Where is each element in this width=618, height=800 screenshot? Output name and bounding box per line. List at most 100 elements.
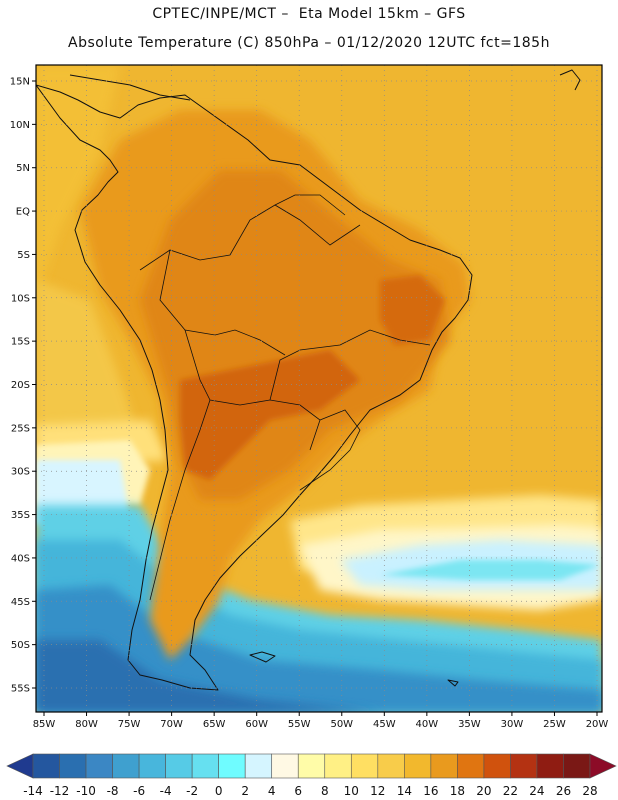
chart-title-line1: CPTEC/INPE/MCT – Eta Model 15km – GFS	[152, 6, 466, 22]
border-peru-bolivia-brazil	[159, 249, 286, 356]
colorbar-swatch	[191, 753, 219, 779]
lon-tick-label: 20W	[586, 719, 609, 730]
colorbar-arrow-right	[589, 753, 617, 779]
colorbar-label: -4	[160, 784, 172, 798]
colorbar-swatch	[32, 753, 60, 779]
lon-tick-label: 40W	[416, 719, 439, 730]
colorbar-swatch	[510, 753, 538, 779]
colorbar-swatch	[324, 753, 352, 779]
colorbar-swatch	[377, 753, 405, 779]
colorbar-swatch	[85, 753, 113, 779]
lon-tick-label: 60W	[245, 719, 268, 730]
border-guianas	[274, 194, 346, 216]
colorbar-label: -10	[76, 784, 96, 798]
border-chile-argentina	[149, 399, 211, 601]
border-layer	[139, 194, 431, 601]
colorbar-swatch	[138, 753, 166, 779]
colorbar-swatch	[483, 753, 511, 779]
lon-tick-label: 50W	[330, 719, 353, 730]
longitude-axis: 85W 80W 75W 70W 65W 60W 55W 50W 45W 40W 35W 30W 25W 2…	[33, 712, 609, 730]
colorbar-swatch	[165, 753, 193, 779]
lat-tick-label: 15S	[11, 337, 30, 348]
lat-tick-label: 45S	[11, 597, 30, 608]
lat-tick-label: 20S	[11, 380, 30, 391]
lon-tick-label: 80W	[75, 719, 98, 730]
colorbar-label: -8	[107, 784, 119, 798]
colorbar-label: 14	[397, 784, 412, 798]
band-deep-cold	[36, 640, 380, 712]
border-uruguay-brazil	[299, 409, 361, 491]
chart-title-line2: Absolute Temperature (C) 850hPa – 01/12/…	[68, 35, 550, 51]
colorbar-swatch	[271, 753, 299, 779]
colorbar-label: 26	[556, 784, 571, 798]
lon-tick-label: 70W	[160, 719, 183, 730]
colorbar-label: 28	[582, 784, 597, 798]
falkland-islands	[249, 651, 276, 663]
colorbar-label: 18	[450, 784, 465, 798]
south-america-coastline	[36, 84, 473, 691]
colorbar-swatch	[430, 753, 458, 779]
colorbar-label: 6	[294, 784, 302, 798]
land-hottest-northeast	[380, 275, 445, 345]
lat-tick-label: 15N	[10, 77, 30, 88]
colorbar-swatch	[218, 753, 246, 779]
land-hottest-south	[180, 350, 360, 480]
lat-tick-label: 5N	[16, 163, 30, 174]
lat-tick-label: 10S	[11, 293, 30, 304]
border-northern	[139, 204, 361, 271]
colorbar-label: 2	[241, 784, 249, 798]
colorbar-swatch	[404, 753, 432, 779]
lon-tick-label: 75W	[118, 719, 141, 730]
lat-tick-label: 50S	[11, 640, 30, 651]
lat-tick-label: EQ	[16, 207, 30, 218]
lat-tick-label: 10N	[10, 120, 30, 131]
colorbar-swatch	[350, 753, 379, 779]
band-pacific-north	[36, 65, 120, 300]
colorbar-swatch	[297, 753, 326, 779]
colorbar-label: 12	[370, 784, 385, 798]
colorbar-label: 10	[344, 784, 359, 798]
colorbar-swatch	[244, 753, 273, 779]
colorbar-label: 20	[476, 784, 491, 798]
colorbar-label: 4	[268, 784, 276, 798]
lon-tick-label: 35W	[458, 719, 481, 730]
colorbar-label: -12	[50, 784, 70, 798]
lat-tick-label: 35S	[11, 510, 30, 521]
coastline-layer	[36, 69, 581, 691]
lon-tick-label: 85W	[33, 719, 56, 730]
colorbar-swatch	[563, 753, 591, 779]
band-pacific-mid	[36, 280, 140, 440]
border-brazil-states	[269, 329, 431, 401]
border-argentina-paraguay	[184, 329, 321, 451]
south-georgia-island	[447, 679, 459, 687]
caribbean-coastline	[69, 74, 191, 101]
lon-tick-label: 45W	[373, 719, 396, 730]
band-cyan-atlantic	[380, 560, 600, 580]
lon-tick-label: 65W	[203, 719, 226, 730]
colorbar-swatch	[536, 753, 564, 779]
lat-tick-label: 30S	[11, 467, 30, 478]
map-frame	[35, 64, 603, 713]
colorbar-swatch	[112, 753, 140, 779]
band-coldest-south	[36, 585, 602, 712]
colorbar-label: 8	[321, 784, 329, 798]
colorbar-arrow-left	[6, 753, 34, 779]
temperature-field	[36, 65, 602, 712]
latitude-axis: 15N 10N 5N EQ 5S 10S 15S 20S 25S 30S 35S 40S 45S 50S 5…	[10, 77, 36, 695]
colorbar-label: 16	[423, 784, 438, 798]
lon-tick-label: 55W	[288, 719, 311, 730]
lat-tick-label: 40S	[11, 553, 30, 564]
colorbar-label: 22	[503, 784, 518, 798]
colorbar-swatch	[457, 753, 485, 779]
colorbar: -14 -12 -10 -8 -6 -4 -2 0 2 4 6 8 10 12 14 16 18 20 22 24 26…	[6, 753, 617, 798]
colorbar-label: 24	[529, 784, 544, 798]
lon-tick-label: 25W	[543, 719, 566, 730]
colorbar-label: 0	[215, 784, 223, 798]
lat-tick-label: 25S	[11, 423, 30, 434]
lesser-antilles-coastline	[559, 69, 581, 91]
lat-tick-label: 5S	[17, 250, 30, 261]
colorbar-label: -14	[23, 784, 43, 798]
lon-tick-label: 30W	[501, 719, 524, 730]
colorbar-label: -2	[186, 784, 198, 798]
